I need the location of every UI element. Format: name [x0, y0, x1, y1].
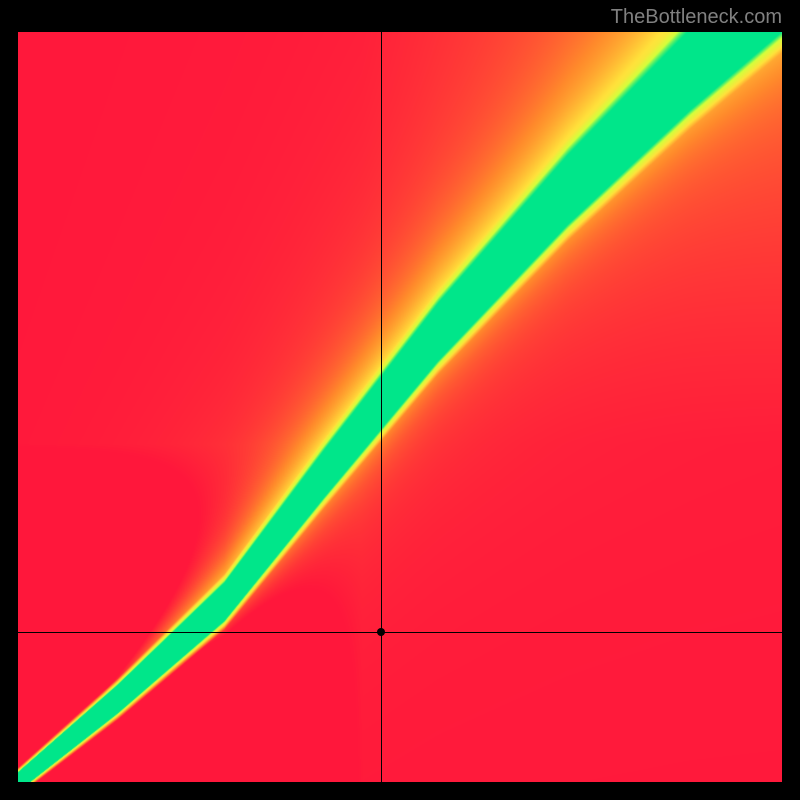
heatmap-canvas — [18, 32, 782, 782]
heatmap-plot — [18, 32, 782, 782]
crosshair-horizontal — [18, 632, 782, 633]
marker-dot — [377, 628, 385, 636]
watermark-text: TheBottleneck.com — [611, 6, 782, 29]
crosshair-vertical — [381, 32, 382, 782]
